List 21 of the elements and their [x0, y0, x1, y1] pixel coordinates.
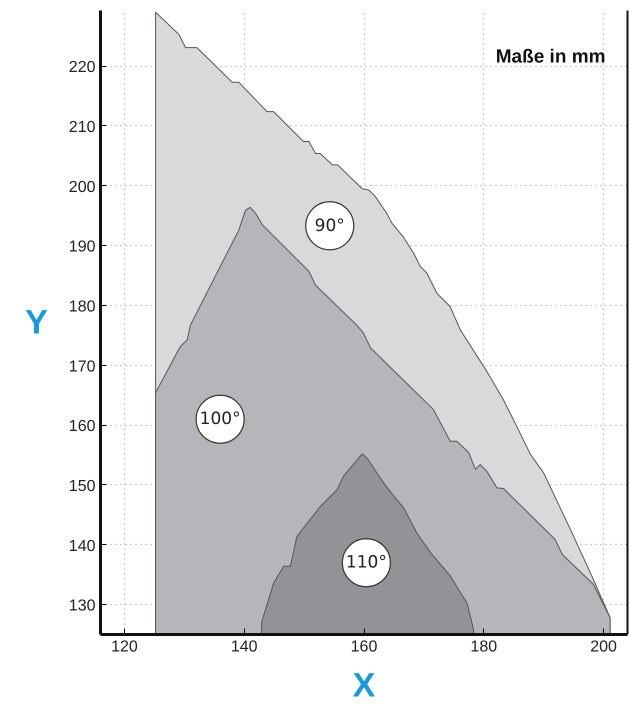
y-tick-label: 200: [68, 178, 96, 196]
y-tick-label: 160: [68, 418, 96, 436]
y-tick-label: 220: [68, 59, 96, 76]
y-tick-label: 130: [68, 598, 96, 615]
series-label: 100°: [200, 409, 241, 430]
x-tick-label: 160: [350, 638, 378, 656]
x-tick-label: 120: [111, 638, 138, 656]
annotation: Maße in mm: [496, 46, 606, 68]
y-tick-label: 150: [68, 478, 96, 495]
y-tick-label: 210: [68, 118, 96, 136]
series-label: 110°: [346, 552, 387, 573]
x-tick-label: 200: [590, 638, 617, 656]
x-tick-label: 180: [470, 638, 498, 656]
x-axis-title: X: [352, 666, 376, 704]
y-tick-label: 180: [68, 298, 96, 316]
y-axis-title: Y: [25, 304, 48, 342]
series-label: 90°: [314, 216, 345, 236]
y-tick-label: 140: [68, 538, 96, 555]
y-tick-label: 170: [68, 358, 96, 376]
y-tick-label: 190: [68, 238, 96, 256]
x-tick-label: 140: [230, 638, 258, 656]
